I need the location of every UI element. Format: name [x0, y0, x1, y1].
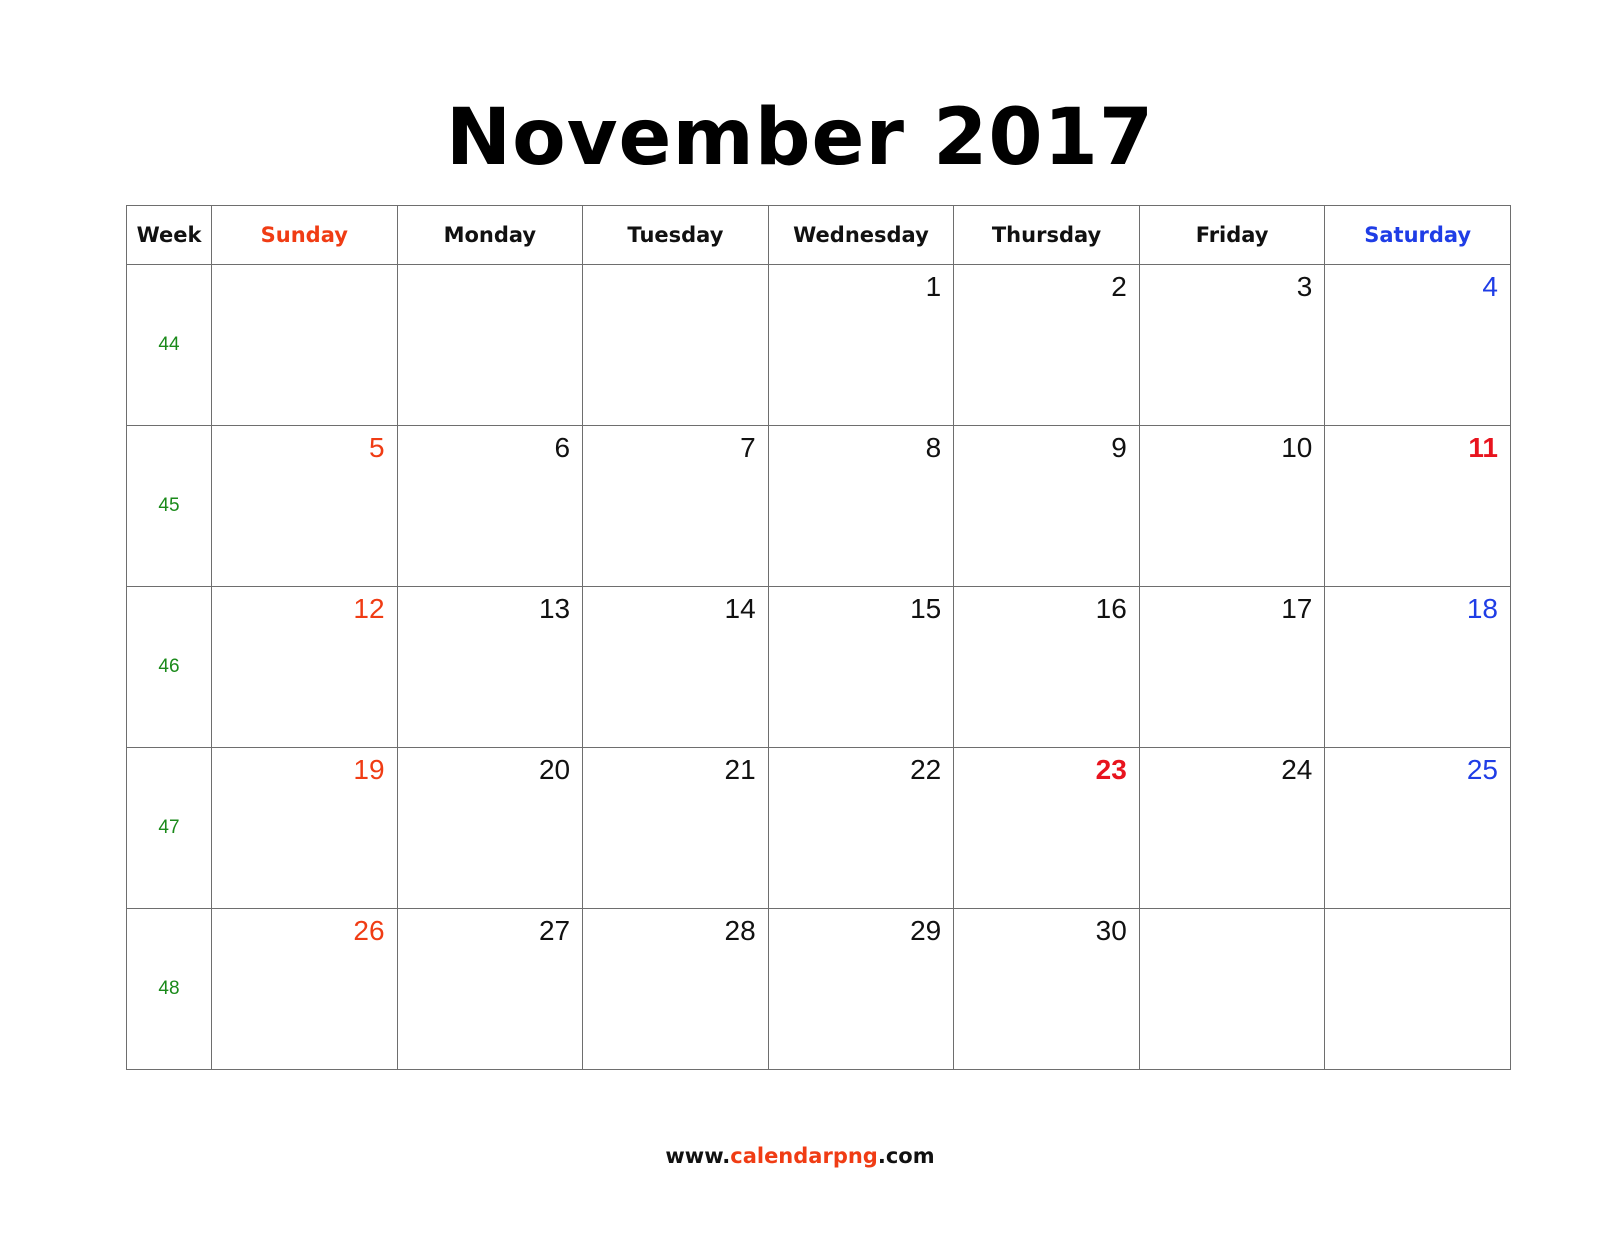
day-cell: 21 — [582, 747, 769, 909]
day-number: 19 — [353, 754, 385, 785]
day-header-tuesday: Tuesday — [582, 205, 769, 265]
day-cell: 2 — [953, 264, 1140, 426]
day-number: 3 — [1296, 271, 1313, 302]
day-number: 4 — [1482, 271, 1498, 302]
day-number: 9 — [1111, 432, 1127, 463]
calendar-body: 44 1 2 3 4 45 5 6 7 8 9 10 11 46 12 13 14 15 16 17 18 47 19 20 2… — [126, 264, 1511, 1070]
website-footer: www.calendarpng.com — [0, 1143, 1600, 1169]
header-row: Week Sunday Monday Tuesday Wednesday Thu… — [126, 205, 1511, 265]
week-row: 47 19 20 21 22 23 24 25 — [126, 747, 1511, 909]
day-cell: 13 — [396, 586, 584, 748]
footer-suffix: .com — [877, 1144, 935, 1168]
day-cell: 20 — [396, 747, 584, 909]
day-number: 18 — [1466, 593, 1498, 624]
day-cell: 30 — [953, 908, 1140, 1070]
day-cell: 9 — [953, 425, 1140, 587]
day-number — [1140, 909, 1325, 915]
week-row: 44 1 2 3 4 — [126, 264, 1511, 426]
footer-prefix: www. — [665, 1144, 731, 1168]
day-cell: 23 — [953, 747, 1140, 909]
day-cell: 15 — [767, 586, 955, 748]
day-number: 1 — [925, 271, 942, 302]
day-cell — [582, 264, 769, 426]
day-cell — [211, 264, 398, 426]
day-number: 7 — [740, 432, 756, 463]
day-number: 8 — [925, 432, 942, 463]
day-number: 15 — [910, 593, 942, 624]
day-number: 14 — [724, 593, 756, 624]
day-number: 25 — [1466, 754, 1498, 785]
day-number: 5 — [368, 432, 385, 463]
day-number: 16 — [1095, 593, 1127, 624]
footer-brand: calendarpng — [730, 1144, 878, 1168]
day-cell: 6 — [396, 425, 584, 587]
day-cell: 3 — [1138, 264, 1326, 426]
day-number: 17 — [1281, 593, 1313, 624]
day-cell: 27 — [396, 908, 584, 1070]
day-cell: 17 — [1138, 586, 1326, 748]
day-number: 21 — [724, 754, 756, 785]
day-cell: 22 — [767, 747, 955, 909]
week-header: Week — [126, 205, 212, 265]
day-cell: 14 — [582, 586, 769, 748]
day-number — [583, 265, 768, 271]
day-cell: 26 — [211, 908, 398, 1070]
day-cell: 19 — [211, 747, 398, 909]
day-cell — [396, 264, 584, 426]
day-header-sunday: Sunday — [211, 205, 398, 265]
week-row: 48 26 27 28 29 30 — [126, 908, 1511, 1070]
day-number: 13 — [538, 593, 571, 624]
day-cell: 7 — [582, 425, 769, 587]
day-number: 22 — [910, 754, 942, 785]
day-number: 26 — [353, 915, 385, 946]
day-cell: 18 — [1324, 586, 1511, 748]
day-cell: 10 — [1138, 425, 1326, 587]
day-number: 30 — [1095, 915, 1127, 946]
week-row: 46 12 13 14 15 16 17 18 — [126, 586, 1511, 748]
day-number: 27 — [538, 915, 571, 946]
day-number: 11 — [1468, 432, 1498, 463]
day-cell: 24 — [1138, 747, 1326, 909]
day-header-wednesday: Wednesday — [767, 205, 955, 265]
day-cell — [1138, 908, 1326, 1070]
day-cell: 12 — [211, 586, 398, 748]
day-cell: 11 — [1324, 425, 1511, 587]
calendar-title: November 2017 — [445, 93, 1155, 183]
day-header-saturday: Saturday — [1324, 205, 1511, 265]
week-number: 44 — [126, 264, 212, 426]
day-cell — [1324, 908, 1511, 1070]
day-number: 10 — [1281, 432, 1313, 463]
day-number: 28 — [724, 915, 756, 946]
day-number: 29 — [910, 915, 942, 946]
day-header-friday: Friday — [1138, 205, 1326, 265]
day-number: 6 — [554, 432, 571, 463]
day-number — [212, 265, 397, 271]
day-number: 2 — [1111, 271, 1127, 302]
day-header-thursday: Thursday — [953, 205, 1140, 265]
day-cell: 16 — [953, 586, 1140, 748]
week-number: 48 — [126, 908, 212, 1070]
day-cell: 29 — [767, 908, 955, 1070]
week-number: 46 — [126, 586, 212, 748]
day-number: 23 — [1095, 754, 1127, 785]
day-number: 24 — [1281, 754, 1313, 785]
day-cell: 28 — [582, 908, 769, 1070]
day-number — [1325, 909, 1510, 915]
day-cell: 1 — [767, 264, 955, 426]
day-cell: 4 — [1324, 264, 1511, 426]
day-cell: 5 — [211, 425, 398, 587]
day-number: 12 — [353, 593, 385, 624]
calendar-grid: Week Sunday Monday Tuesday Wednesday Thu… — [126, 205, 1511, 1070]
day-cell: 25 — [1324, 747, 1511, 909]
week-row: 45 5 6 7 8 9 10 11 — [126, 425, 1511, 587]
day-header-monday: Monday — [396, 205, 584, 265]
week-number: 45 — [126, 425, 212, 587]
day-number: 20 — [538, 754, 571, 785]
day-number — [398, 265, 583, 271]
day-cell: 8 — [767, 425, 955, 587]
week-number: 47 — [126, 747, 212, 909]
